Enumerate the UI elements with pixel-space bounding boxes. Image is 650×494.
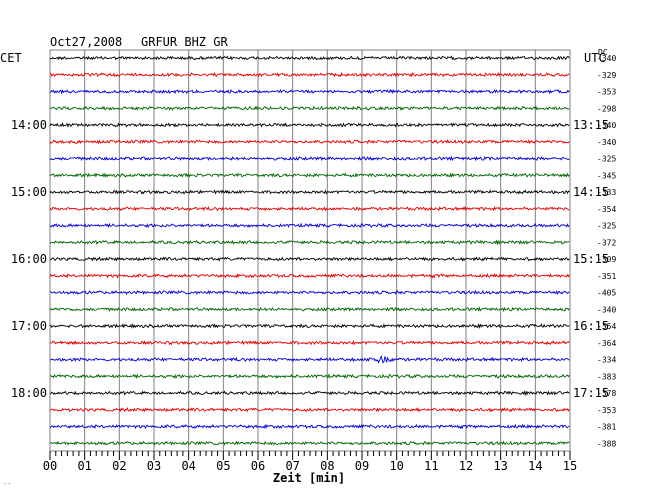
dc-offset-label: -354 xyxy=(597,205,616,214)
trace-row-5 xyxy=(49,121,570,128)
trace-row-2 xyxy=(49,71,570,78)
dc-offset-label: -298 xyxy=(597,104,616,113)
x-tick-label: 09 xyxy=(355,459,369,473)
dc-offset-label: -329 xyxy=(597,71,616,80)
trace-row-10 xyxy=(49,205,570,212)
dc-offset-label: -353 xyxy=(597,88,616,97)
x-tick-label: 04 xyxy=(181,459,195,473)
trace-row-19 xyxy=(49,354,570,364)
trace-row-17 xyxy=(49,323,570,330)
x-tick-label: 11 xyxy=(424,459,438,473)
right-hour-label: 16:15 xyxy=(573,319,609,333)
trace-row-9 xyxy=(49,189,570,195)
x-tick-label: 08 xyxy=(320,459,334,473)
dc-header-label: DC xyxy=(598,48,608,57)
dc-offset-label: -340 xyxy=(597,121,616,130)
x-tick-label: 12 xyxy=(459,459,473,473)
x-tick-label: 03 xyxy=(147,459,161,473)
dc-offset-label: -340 xyxy=(597,305,616,314)
trace-row-21 xyxy=(49,390,570,397)
left-hour-label: 14:00 xyxy=(11,118,47,132)
trace-row-4 xyxy=(49,105,570,112)
trace-row-1 xyxy=(49,55,570,61)
trace-row-12 xyxy=(49,239,570,246)
date-label: Oct27,2008 xyxy=(50,35,122,49)
dc-offset-label: -354 xyxy=(597,322,616,331)
right-timezone-label: UTC xyxy=(584,51,606,65)
trace-row-18 xyxy=(49,339,570,346)
x-tick-label: 06 xyxy=(251,459,265,473)
trace-row-6 xyxy=(49,138,570,145)
right-hour-label: 13:15 xyxy=(573,118,609,132)
x-axis: 00 01 02 03 04 05 06 07 08 09 10 11 12 13 14 15 xyxy=(43,451,577,473)
left-hour-label: 18:00 xyxy=(11,386,47,400)
x-tick-label: 10 xyxy=(389,459,403,473)
trace-row-22 xyxy=(49,407,570,413)
trace-row-7 xyxy=(49,155,570,162)
trace-row-13 xyxy=(49,256,570,262)
dc-offset-label: -364 xyxy=(597,339,616,348)
trace-row-8 xyxy=(49,172,570,179)
trace-row-11 xyxy=(49,222,570,229)
dc-offset-label: -340 xyxy=(597,138,616,147)
x-tick-label: 00 xyxy=(43,459,57,473)
dc-offset-label: -345 xyxy=(597,171,616,180)
right-hour-label: 14:15 xyxy=(573,185,609,199)
x-axis-label: Zeit [min] xyxy=(273,471,345,485)
x-tick-label: 02 xyxy=(112,459,126,473)
left-hour-label: 17:00 xyxy=(11,319,47,333)
left-timezone-label: CET xyxy=(0,51,22,65)
trace-row-24 xyxy=(49,440,570,446)
trace-row-15 xyxy=(49,289,570,296)
dc-offset-label: -340 xyxy=(597,54,616,63)
dc-offset-label: -334 xyxy=(597,356,616,365)
x-tick-label: 15 xyxy=(563,459,577,473)
x-tick-label: 05 xyxy=(216,459,230,473)
dc-offset-label: -378 xyxy=(597,389,616,398)
dc-offset-label: -372 xyxy=(597,238,616,247)
dc-offset-label: -405 xyxy=(597,289,616,298)
x-tick-label: 13 xyxy=(493,459,507,473)
dc-offset-label: -353 xyxy=(597,406,616,415)
trace-row-20 xyxy=(49,373,570,380)
dc-offset-label: -351 xyxy=(597,272,616,281)
dc-offset-label: -325 xyxy=(597,222,616,231)
dc-offset-label: -388 xyxy=(597,439,616,448)
dc-offset-label: -309 xyxy=(597,255,616,264)
footer-mark: ′′ xyxy=(3,482,11,490)
trace-row-3 xyxy=(49,88,570,95)
dc-offset-label: -383 xyxy=(597,372,616,381)
dc-offset-label: -381 xyxy=(597,423,616,432)
dc-offset-label: -325 xyxy=(597,155,616,164)
left-hour-label: 15:00 xyxy=(11,185,47,199)
right-hour-label: 15:15 xyxy=(573,252,609,266)
x-tick-label: 07 xyxy=(285,459,299,473)
trace-row-23 xyxy=(49,423,570,430)
trace-row-14 xyxy=(49,272,570,279)
row-labels: -340 -329 -353 -298 -340 -340 -325 -345 -333 -354… xyxy=(11,54,617,448)
x-tick-label: 01 xyxy=(77,459,91,473)
left-hour-label: 16:00 xyxy=(11,252,47,266)
seismic-traces xyxy=(49,55,570,446)
x-tick-label: 14 xyxy=(528,459,542,473)
plot-grid xyxy=(49,49,571,452)
trace-row-16 xyxy=(49,306,570,313)
dc-offset-label: -333 xyxy=(597,188,616,197)
station-label: GRFUR BHZ GR xyxy=(141,35,228,49)
right-hour-label: 17:15 xyxy=(573,386,609,400)
